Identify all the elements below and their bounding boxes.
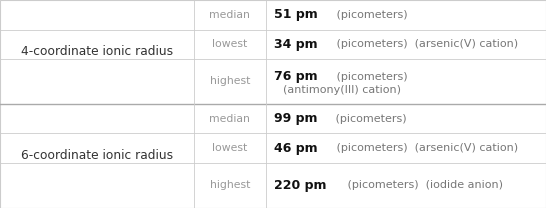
Text: highest: highest: [210, 180, 250, 191]
Text: (picometers)  (iodide anion): (picometers) (iodide anion): [344, 180, 503, 191]
Text: (picometers): (picometers): [333, 72, 407, 82]
Text: (picometers)  (arsenic(V) cation): (picometers) (arsenic(V) cation): [333, 39, 518, 49]
Text: 76 pm: 76 pm: [274, 70, 318, 83]
Text: 6-coordinate ionic radius: 6-coordinate ionic radius: [21, 149, 173, 162]
Text: 51 pm: 51 pm: [274, 8, 318, 21]
Text: (picometers)  (arsenic(V) cation): (picometers) (arsenic(V) cation): [333, 143, 518, 153]
Text: (picometers): (picometers): [333, 114, 407, 124]
Text: 34 pm: 34 pm: [274, 38, 318, 51]
Text: lowest: lowest: [212, 143, 247, 153]
Text: highest: highest: [210, 76, 250, 87]
Text: 4-coordinate ionic radius: 4-coordinate ionic radius: [21, 45, 173, 58]
Text: (antimony(III) cation): (antimony(III) cation): [276, 85, 401, 95]
Text: median: median: [210, 10, 250, 20]
Text: median: median: [210, 114, 250, 124]
Text: 220 pm: 220 pm: [274, 179, 327, 192]
Text: 46 pm: 46 pm: [274, 142, 318, 155]
Text: 99 pm: 99 pm: [274, 112, 318, 125]
Text: (picometers): (picometers): [333, 10, 407, 20]
Text: lowest: lowest: [212, 39, 247, 49]
